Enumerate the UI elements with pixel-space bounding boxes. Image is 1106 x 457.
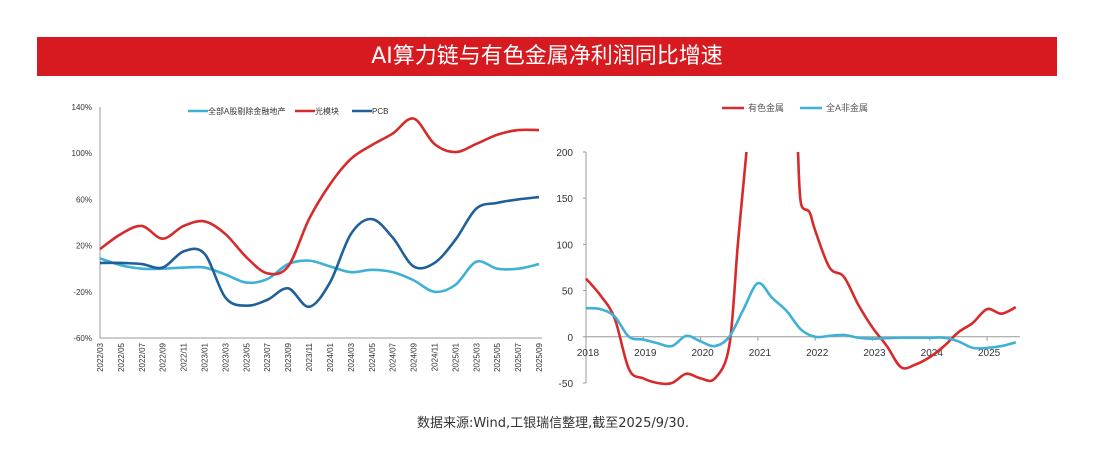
x-tick-label: 2023/03 — [221, 342, 230, 371]
y-tick-label: 200 — [556, 148, 573, 159]
x-tick-label: 2022 — [806, 348, 829, 359]
series-line-2 — [99, 117, 540, 276]
series-line-1 — [99, 257, 540, 294]
y-tick-label: 100% — [72, 149, 92, 158]
x-tick-label: 2022/03 — [96, 342, 105, 371]
x-tick-label: 2019 — [634, 348, 657, 359]
y-tick-label: -50 — [559, 379, 574, 390]
x-tick-label: 2024/09 — [410, 342, 419, 371]
y-tick-label: 0 — [567, 333, 573, 344]
y-tick-label: 140% — [72, 103, 92, 112]
legend-label: 全A非金属 — [826, 102, 868, 113]
y-tick-label: 150 — [556, 194, 573, 205]
x-tick-label: 2021 — [749, 348, 772, 359]
x-tick-label: 2023/05 — [242, 342, 251, 371]
y-tick-label: 20% — [76, 242, 92, 251]
x-tick-label: 2022/05 — [117, 342, 126, 371]
series-line-2 — [585, 281, 1017, 350]
x-tick-label: 2022/09 — [159, 342, 168, 371]
x-tick-label: 2024/03 — [347, 342, 356, 371]
x-tick-label: 2023/11 — [305, 342, 314, 371]
x-tick-label: 2025 — [978, 348, 1001, 359]
y-tick-label: 60% — [76, 195, 92, 204]
y-tick-label: -20% — [73, 288, 92, 297]
legend-label: 有色金属 — [748, 102, 784, 113]
x-tick-label: 2018 — [577, 348, 600, 359]
x-tick-label: 2025/07 — [514, 342, 523, 371]
figure-title: AI算力链与有色金属净利润同比增速 — [37, 37, 1057, 76]
legend-label: 光模块 — [315, 106, 339, 116]
x-tick-label: 2023/09 — [284, 342, 293, 371]
source-note: 数据来源:Wind,工银瑞信整理,截至2025/9/30. — [416, 416, 690, 431]
x-tick-label: 2025/05 — [493, 342, 502, 371]
y-tick-label: 100 — [556, 240, 573, 251]
y-tick-label: -60% — [73, 334, 92, 343]
x-tick-label: 2025/01 — [451, 342, 460, 371]
x-tick-label: 2025/09 — [535, 342, 544, 371]
y-tick-label: 50 — [562, 287, 574, 298]
x-tick-label: 2025/03 — [472, 342, 481, 371]
x-tick-label: 2024/01 — [326, 342, 335, 371]
x-tick-label: 2024 — [921, 348, 944, 359]
series-line-3 — [99, 195, 540, 309]
legend-label: PCB — [372, 107, 388, 116]
x-tick-label: 2023 — [863, 348, 886, 359]
x-tick-label: 2022/11 — [180, 342, 189, 371]
x-tick-label: 2023/01 — [201, 342, 210, 371]
x-tick-label: 2024/11 — [430, 342, 439, 371]
x-tick-label: 2023/07 — [263, 342, 272, 371]
x-tick-label: 2024/05 — [368, 342, 377, 371]
x-tick-label: 2020 — [691, 348, 714, 359]
x-tick-label: 2022/07 — [138, 342, 147, 371]
legend-label: 全部A股剔除金融地产 — [208, 106, 285, 116]
x-tick-label: 2024/07 — [389, 342, 398, 371]
